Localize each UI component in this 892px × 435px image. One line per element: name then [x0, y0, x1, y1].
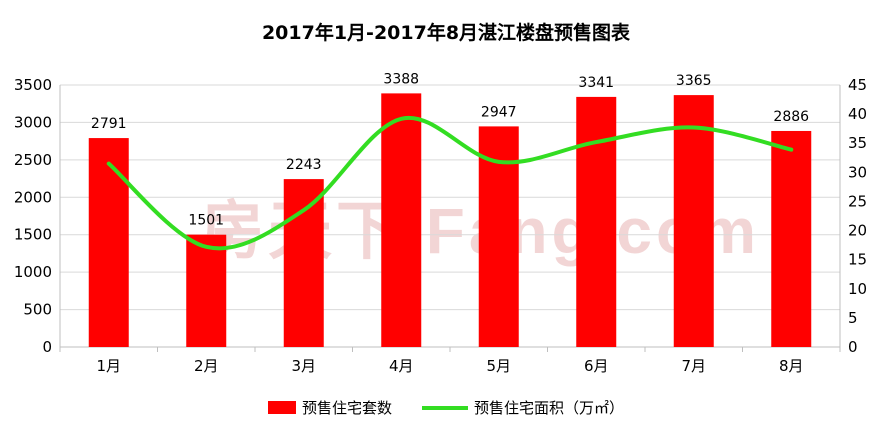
- y-right-tick-label: 15: [848, 251, 867, 269]
- x-tick-label: 8月: [779, 357, 804, 375]
- bar: [771, 130, 812, 347]
- y-left-tick-label: 500: [23, 301, 52, 319]
- legend-item-line: 预售住宅面积（万㎡）: [422, 397, 624, 418]
- legend: 预售住宅套数 预售住宅面积（万㎡）: [0, 397, 892, 418]
- bar: [673, 95, 714, 347]
- data-label: 3365: [676, 73, 712, 89]
- data-label: 2947: [481, 104, 517, 120]
- y-right-tick-label: 40: [848, 105, 867, 123]
- data-label: 2886: [773, 109, 809, 125]
- legend-label-bar: 预售住宅套数: [301, 399, 392, 417]
- y-right-tick-label: 20: [848, 222, 867, 240]
- data-label: 2791: [91, 116, 127, 132]
- legend-swatch-line: [422, 405, 468, 410]
- y-right-tick-label: 45: [848, 76, 867, 94]
- y-left-tick-label: 1500: [14, 226, 52, 244]
- y-right-tick-label: 30: [848, 163, 867, 181]
- chart-title: 2017年1月-2017年8月湛江楼盘预售图表: [261, 22, 631, 44]
- x-tick-label: 4月: [389, 357, 414, 375]
- data-label: 3341: [578, 75, 614, 91]
- legend-item-bar: 预售住宅套数: [267, 397, 392, 418]
- legend-label-line: 预售住宅面积（万㎡）: [474, 399, 625, 417]
- y-right-tick-label: 35: [848, 134, 867, 152]
- bar: [186, 234, 227, 347]
- data-label: 2243: [286, 157, 322, 173]
- chart-plot: 0 500 1000 1500 2000 2500 3000 3500 0 5 10 15 20 25 30…: [14, 71, 867, 375]
- data-label: 3388: [383, 71, 419, 87]
- y-left-tick-label: 2000: [14, 188, 52, 206]
- x-tick-label: 7月: [681, 357, 706, 375]
- bar: [88, 138, 129, 347]
- y-right-tick-label: 0: [848, 338, 858, 356]
- data-label: 1501: [188, 213, 224, 229]
- x-tick-label: 5月: [486, 357, 511, 375]
- series-line: [106, 115, 794, 251]
- y-left-tick-label: 0: [42, 338, 52, 356]
- x-tick-label: 3月: [291, 357, 316, 375]
- x-tick-label: 6月: [584, 357, 609, 375]
- bar: [283, 179, 324, 347]
- x-tick-label: 1月: [96, 357, 121, 375]
- bar: [576, 96, 617, 347]
- legend-swatch-bar: [267, 401, 296, 414]
- y-left-tick-label: 1000: [14, 263, 52, 281]
- y-left-tick-label: 3500: [14, 76, 52, 94]
- y-right-tick-label: 10: [848, 280, 867, 298]
- x-tick-label: 2月: [194, 357, 219, 375]
- y-left-tick-label: 2500: [14, 151, 52, 169]
- y-right-tick-label: 5: [848, 309, 858, 327]
- y-right-tick-label: 25: [848, 192, 867, 210]
- bar: [381, 93, 422, 347]
- y-left-tick-label: 3000: [14, 113, 52, 131]
